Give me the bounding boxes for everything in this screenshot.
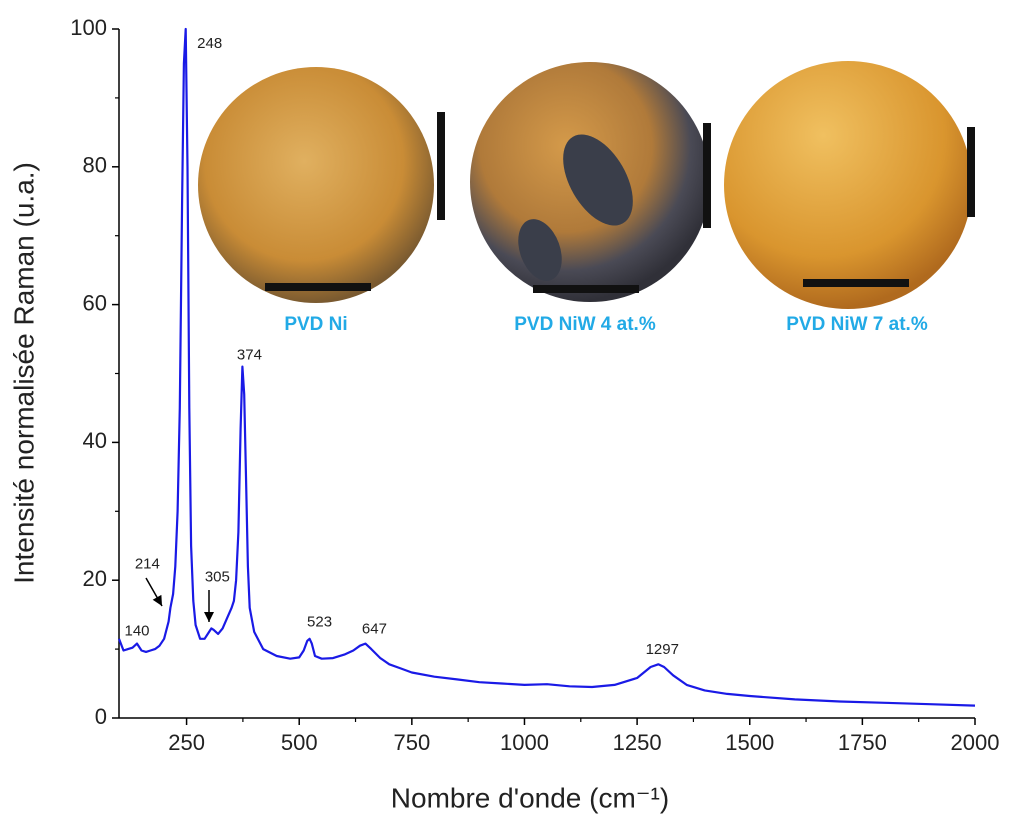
x-tick-label: 1250 xyxy=(613,730,662,755)
inset-label: PVD NiW 4 at.% xyxy=(514,314,656,335)
x-tick-label: 250 xyxy=(168,730,205,755)
y-tick-label: 0 xyxy=(95,704,107,729)
x-tick-label: 750 xyxy=(393,730,430,755)
scale-bar xyxy=(533,285,639,293)
peak-label: 1297 xyxy=(646,641,679,658)
scale-bar xyxy=(703,123,711,228)
y-tick-label: 80 xyxy=(83,153,107,178)
peak-label: 647 xyxy=(362,621,387,638)
y-tick-label: 100 xyxy=(70,15,107,40)
x-tick-label: 1000 xyxy=(500,730,549,755)
inset-photo xyxy=(198,67,434,303)
x-tick-label: 2000 xyxy=(951,730,1000,755)
scale-bar xyxy=(265,283,371,291)
peak-label: 305 xyxy=(205,568,230,585)
scale-bar xyxy=(967,127,975,217)
inset-label: PVD NiW 7 at.% xyxy=(786,314,928,335)
x-tick-label: 1500 xyxy=(725,730,774,755)
insets: PVD Ni PVD NiW 4 at.% PVD NiW 7 at.% xyxy=(198,61,975,335)
arrow-head xyxy=(152,594,162,606)
y-tick-label: 20 xyxy=(83,566,107,591)
inset-label: PVD Ni xyxy=(284,314,347,335)
x-tick-label: 500 xyxy=(281,730,318,755)
x-axis-label: Nombre d'onde (cm⁻¹) xyxy=(391,782,669,813)
scale-bar xyxy=(803,279,909,287)
x-tick-label: 1750 xyxy=(838,730,887,755)
y-axis-label: Intensité normalisée Raman (u.a.) xyxy=(8,162,39,584)
y-tick-label: 60 xyxy=(83,290,107,315)
peak-label: 140 xyxy=(125,623,150,640)
peak-label: 523 xyxy=(307,614,332,631)
inset-detail xyxy=(518,219,562,281)
arrow-head xyxy=(204,612,214,622)
peak-label: 248 xyxy=(197,35,222,52)
scale-bar xyxy=(437,112,445,220)
peak-label: 214 xyxy=(135,556,160,573)
spectrum-line xyxy=(117,27,976,707)
y-tick-label: 40 xyxy=(83,428,107,453)
inset-photo xyxy=(724,61,972,309)
inset-detail xyxy=(563,134,633,226)
peak-label: 374 xyxy=(237,347,262,364)
